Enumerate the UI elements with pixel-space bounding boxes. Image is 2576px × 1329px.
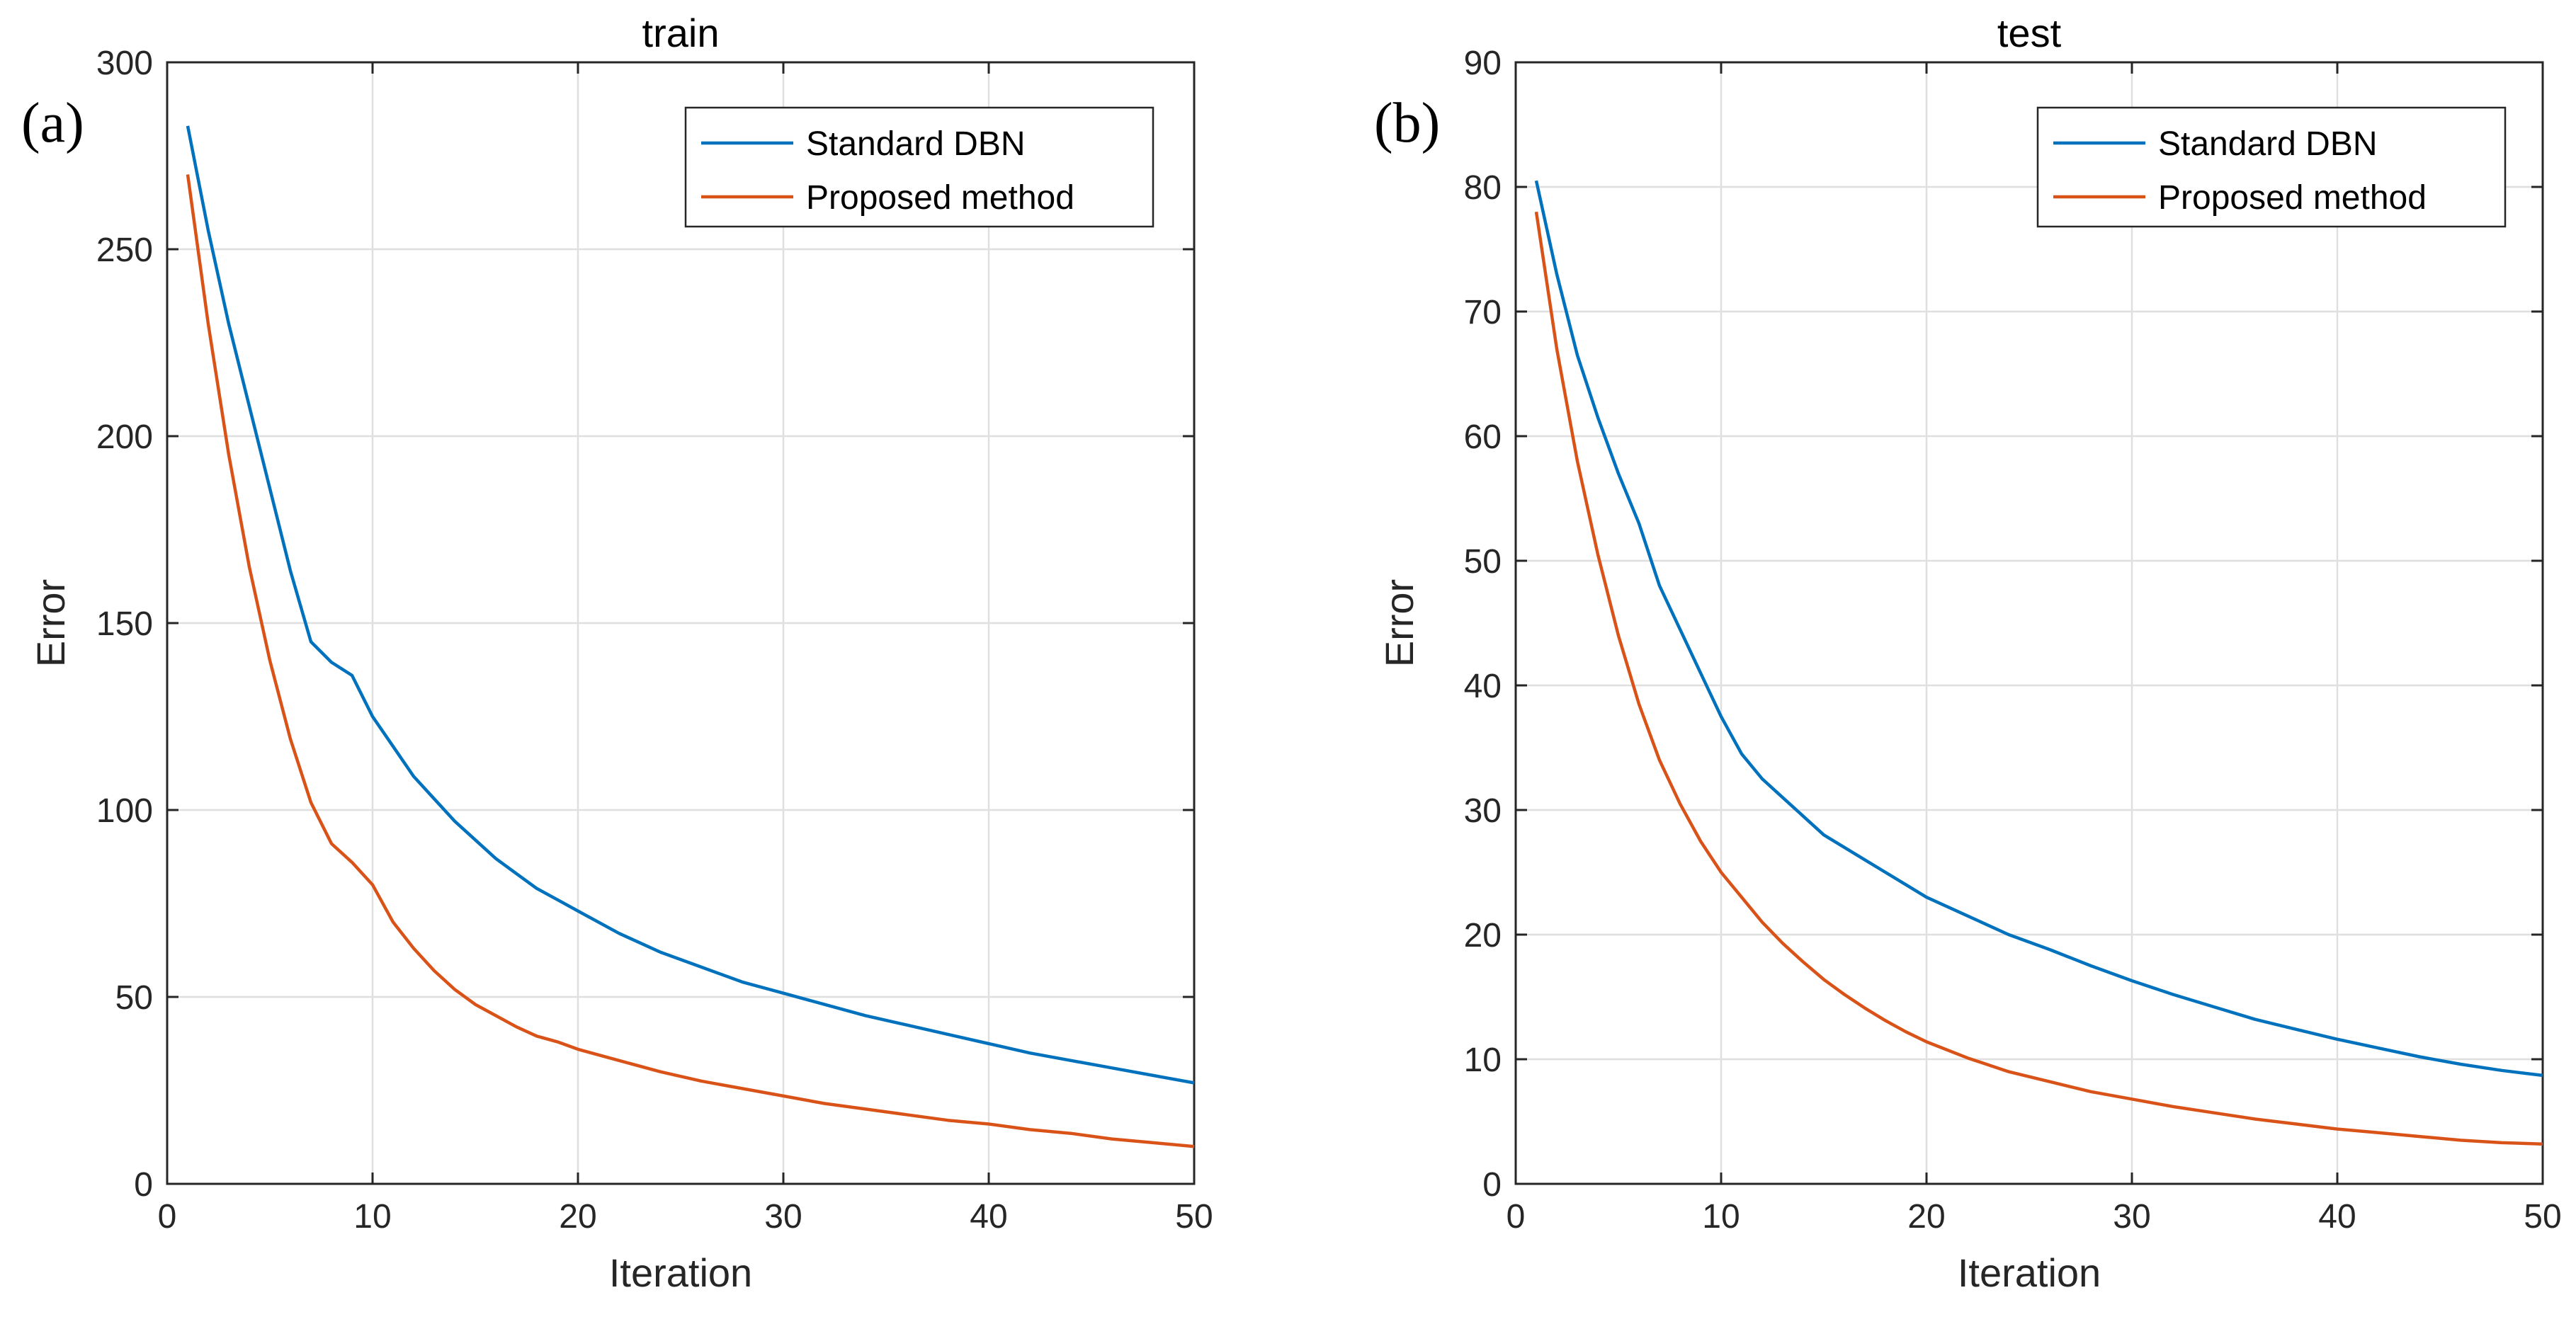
y-tick-label: 100 bbox=[96, 792, 153, 830]
y-tick-label: 70 bbox=[1464, 294, 1502, 331]
y-tick-label: 40 bbox=[1464, 668, 1502, 705]
y-tick-label: 0 bbox=[1482, 1166, 1502, 1204]
x-axis-label: Iteration bbox=[609, 1250, 752, 1295]
y-tick-label: 60 bbox=[1464, 418, 1502, 456]
legend-label: Proposed method bbox=[2158, 179, 2427, 217]
x-axis-label: Iteration bbox=[1958, 1250, 2101, 1295]
x-tick-label: 30 bbox=[764, 1198, 802, 1236]
panel-label: (b) bbox=[1374, 92, 1440, 154]
series-line-proposed-method bbox=[1534, 211, 2543, 1146]
chart-panel-test: 0 10 20 30 40 50 0 10 20 30 40 50 60 70 80 90 test Iterat… bbox=[1374, 11, 2562, 1295]
x-tick-label: 10 bbox=[1702, 1198, 1740, 1236]
x-tick-label: 50 bbox=[1175, 1198, 1213, 1236]
x-tick-label: 30 bbox=[2113, 1198, 2150, 1236]
legend-label: Standard DBN bbox=[2158, 125, 2378, 163]
y-tick-label: 10 bbox=[1464, 1042, 1502, 1079]
legend: Standard DBN Proposed method bbox=[684, 106, 1154, 228]
y-axis-label: Error bbox=[28, 579, 73, 667]
x-tick-label: 0 bbox=[158, 1198, 177, 1236]
y-tick-label: 50 bbox=[115, 979, 153, 1017]
x-tick-label: 10 bbox=[353, 1198, 391, 1236]
panel-label: (a) bbox=[21, 92, 84, 154]
y-tick-label: 300 bbox=[96, 45, 153, 82]
y-tick-label: 50 bbox=[1464, 543, 1502, 581]
chart-panel-train: 0 10 20 30 40 50 0 50 100 150 200 250 300 train Iterat… bbox=[21, 11, 1213, 1295]
y-axis-label: Error bbox=[1377, 579, 1422, 667]
x-tick-label: 20 bbox=[559, 1198, 596, 1236]
y-tick-label: 80 bbox=[1464, 169, 1502, 207]
legend-box bbox=[684, 106, 1154, 228]
y-tick-label: 150 bbox=[96, 605, 153, 643]
plot-frame bbox=[1514, 61, 2544, 1185]
series-line-standard-dbn bbox=[186, 125, 1195, 1085]
y-tick-label: 20 bbox=[1464, 917, 1502, 954]
series-line-proposed-method bbox=[186, 174, 1195, 1148]
series-line-standard-dbn bbox=[1534, 180, 2543, 1078]
x-tick-label: 20 bbox=[1907, 1198, 1945, 1236]
x-tick-label: 40 bbox=[970, 1198, 1007, 1236]
chart-title: test bbox=[1997, 11, 2062, 55]
y-tick-label: 30 bbox=[1464, 792, 1502, 830]
y-tick-label: 90 bbox=[1464, 45, 1502, 82]
x-tick-label: 50 bbox=[2524, 1198, 2561, 1236]
x-tick-label: 40 bbox=[2318, 1198, 2356, 1236]
y-tick-label: 200 bbox=[96, 418, 153, 456]
y-tick-label: 250 bbox=[96, 232, 153, 269]
y-tick-label: 0 bbox=[134, 1166, 153, 1204]
chart-title: train bbox=[642, 11, 720, 55]
legend-label: Standard DBN bbox=[806, 125, 1026, 163]
legend-label: Proposed method bbox=[806, 179, 1074, 217]
legend: Standard DBN Proposed method bbox=[2036, 106, 2507, 228]
x-tick-label: 0 bbox=[1507, 1198, 1526, 1236]
legend-box bbox=[2036, 106, 2507, 228]
